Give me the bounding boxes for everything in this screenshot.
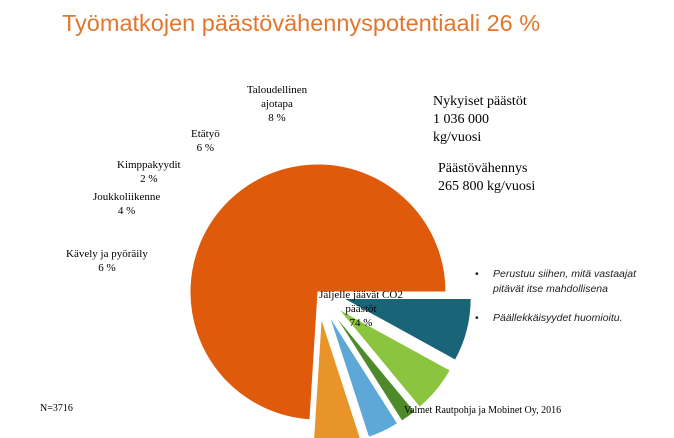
sample-size: N=3716 [40, 403, 73, 414]
pie-slice-1 [189, 163, 447, 421]
slice-label: Etätyö 6 % [191, 127, 220, 155]
slice-value: 6 % [196, 142, 215, 154]
pie-slice-4 [332, 312, 416, 422]
emission-reduction: Päästövähennys 265 800 kg/vuosi [438, 160, 535, 196]
slice-name: Etätyö [191, 128, 220, 140]
emission-reduction-value: 265 800 kg/vuosi [438, 179, 536, 194]
emission-reduction-label: Päästövähennys [438, 161, 528, 176]
note-item: • Perustuu siihen, mitä vastaajat pitävä… [475, 267, 665, 297]
slice-value: 2 % [140, 173, 158, 185]
slice-name: Taloudellinen [246, 84, 308, 96]
slice-name: ajotapa [261, 98, 293, 110]
slice-value: 6 % [98, 262, 116, 274]
slice-label: Kimppakyydit 2 % [117, 158, 181, 186]
slice-label: Joukkoliikenne 4 % [93, 190, 160, 218]
slice-value: 8 % [268, 112, 286, 124]
note-text: Perustuu siihen, mitä vastaajat pitävät … [493, 268, 636, 295]
current-emissions: Nykyiset päästöt 1 036 000 kg/vuosi [433, 93, 527, 147]
notes-list: • Perustuu siihen, mitä vastaajat pitävä… [475, 267, 665, 340]
current-emissions-label: Nykyiset päästöt [433, 94, 527, 109]
bullet-icon: • [475, 268, 479, 280]
chart-title: Työmatkojen päästövähennyspotentiaali 26… [62, 10, 541, 36]
slice-value: 74 % [349, 317, 373, 329]
note-text: Päällekkäisyydet huomioitu. [493, 312, 623, 324]
pie-slice-6 [342, 297, 472, 361]
current-emissions-value: 1 036 000 [433, 112, 489, 127]
slice-name: Kimppakyydit [117, 159, 181, 171]
slice-name: Jäljelle jäävät CO2 [319, 289, 403, 301]
pie-slice-2 [313, 317, 361, 438]
slice-label: Taloudellinen ajotapa 8 % [247, 83, 307, 125]
slice-value: 4 % [117, 205, 136, 217]
note-item: • Päällekkäisyydet huomioitu. [475, 311, 665, 326]
current-emissions-unit: kg/vuosi [433, 130, 482, 145]
bullet-icon: • [475, 312, 479, 324]
source-credit: Valmet Rautpohja ja Mobinet Oy, 2016 [404, 405, 562, 416]
slice-label: Jäljelle jäävät CO2 päästöt 74 % [319, 288, 403, 330]
pie-slice-3 [328, 315, 399, 438]
slice-name: päästöt [345, 303, 377, 315]
slice-name: Joukkoliikenne [93, 191, 161, 203]
slice-name: Kävely ja pyöräily [66, 248, 148, 260]
pie-slice-5 [337, 308, 451, 408]
slice-label: Kävely ja pyöräily 6 % [66, 247, 148, 275]
